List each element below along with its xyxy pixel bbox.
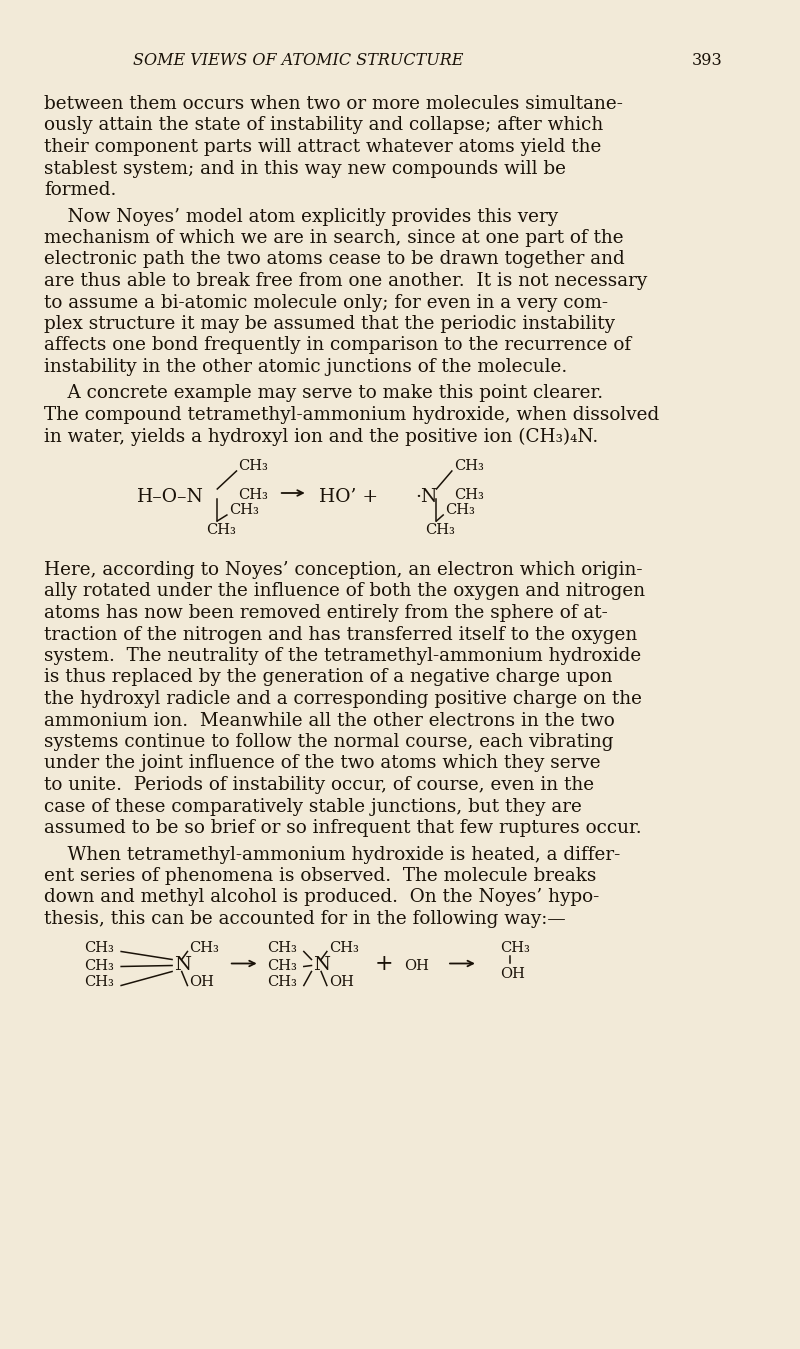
Text: HO’ +: HO’ + [319,488,378,506]
Text: mechanism of which we are in search, since at one part of the: mechanism of which we are in search, sin… [44,229,624,247]
Text: +: + [375,954,394,975]
Text: thesis, this can be accounted for in the following way:—: thesis, this can be accounted for in the… [44,911,566,928]
Text: down and methyl alcohol is produced.  On the Noyes’ hypo-: down and methyl alcohol is produced. On … [44,889,599,907]
Text: affects one bond frequently in comparison to the recurrence of: affects one bond frequently in compariso… [44,336,631,355]
Text: atoms has now been removed entirely from the sphere of at-: atoms has now been removed entirely from… [44,604,608,622]
Text: electronic path the two atoms cease to be drawn together and: electronic path the two atoms cease to b… [44,251,625,268]
Text: are thus able to break free from one another.  It is not necessary: are thus able to break free from one ano… [44,272,647,290]
Text: ammonium ion.  Meanwhile all the other electrons in the two: ammonium ion. Meanwhile all the other el… [44,711,615,730]
Text: ally rotated under the influence of both the oxygen and nitrogen: ally rotated under the influence of both… [44,583,646,600]
Text: OH: OH [329,975,354,990]
Text: OH: OH [500,967,525,981]
Text: CH₃: CH₃ [267,942,297,955]
Text: ent series of phenomena is observed.  The molecule breaks: ent series of phenomena is observed. The… [44,867,597,885]
Text: assumed to be so brief or so infrequent that few ruptures occur.: assumed to be so brief or so infrequent … [44,819,642,836]
Text: CH₃: CH₃ [500,942,530,955]
Text: their component parts will attract whatever atoms yield the: their component parts will attract whate… [44,138,602,156]
Text: CH₃: CH₃ [238,488,268,502]
Text: ously attain the state of instability and collapse; after which: ously attain the state of instability an… [44,116,603,135]
Text: formed.: formed. [44,181,117,200]
Text: ·N: ·N [415,488,438,506]
Text: the hydroxyl radicle and a corresponding positive charge on the: the hydroxyl radicle and a corresponding… [44,689,642,708]
Text: The compound tetramethyl-ammonium hydroxide, when dissolved: The compound tetramethyl-ammonium hydrox… [44,406,659,424]
Text: Here, according to Noyes’ conception, an electron which origin-: Here, according to Noyes’ conception, an… [44,561,642,579]
Text: CH₃: CH₃ [329,942,358,955]
Text: system.  The neutrality of the tetramethyl-ammonium hydroxide: system. The neutrality of the tetramethy… [44,648,642,665]
Text: in water, yields a hydroxyl ion and the positive ion (CH₃)₄N.: in water, yields a hydroxyl ion and the … [44,428,598,445]
Text: CH₃: CH₃ [238,459,268,473]
Text: CH₃: CH₃ [206,523,236,537]
Text: N: N [314,955,330,974]
Text: H–O–N: H–O–N [137,488,203,506]
Text: between them occurs when two or more molecules simultane-: between them occurs when two or more mol… [44,94,623,113]
Text: case of these comparatively stable junctions, but they are: case of these comparatively stable junct… [44,797,582,816]
Text: Now Noyes’ model atom explicitly provides this very: Now Noyes’ model atom explicitly provide… [44,208,558,225]
Text: CH₃: CH₃ [445,503,475,517]
Text: CH₃: CH₃ [229,503,258,517]
Text: is thus replaced by the generation of a negative charge upon: is thus replaced by the generation of a … [44,669,613,687]
Text: CH₃: CH₃ [85,942,114,955]
Text: CH₃: CH₃ [454,488,484,502]
Text: CH₃: CH₃ [454,459,484,473]
Text: CH₃: CH₃ [267,959,297,973]
Text: instability in the other atomic junctions of the molecule.: instability in the other atomic junction… [44,357,567,376]
Text: A concrete example may serve to make this point clearer.: A concrete example may serve to make thi… [44,384,603,402]
Text: CH₃: CH₃ [85,975,114,990]
Text: CH₃: CH₃ [267,975,297,990]
Text: When tetramethyl-ammonium hydroxide is heated, a differ-: When tetramethyl-ammonium hydroxide is h… [44,846,621,863]
Text: OH: OH [404,959,429,973]
Text: to assume a bi-atomic molecule only; for even in a very com-: to assume a bi-atomic molecule only; for… [44,294,608,312]
Text: N: N [174,955,191,974]
Text: under the joint influence of the two atoms which they serve: under the joint influence of the two ato… [44,754,601,773]
Text: traction of the nitrogen and has transferred itself to the oxygen: traction of the nitrogen and has transfe… [44,626,638,643]
Text: 393: 393 [692,53,723,69]
Text: systems continue to follow the normal course, each vibrating: systems continue to follow the normal co… [44,733,614,751]
Text: stablest system; and in this way new compounds will be: stablest system; and in this way new com… [44,159,566,178]
Text: to unite.  Periods of instability occur, of course, even in the: to unite. Periods of instability occur, … [44,776,594,795]
Text: plex structure it may be assumed that the periodic instability: plex structure it may be assumed that th… [44,316,615,333]
Text: CH₃: CH₃ [190,942,219,955]
Text: CH₃: CH₃ [425,523,455,537]
Text: CH₃: CH₃ [85,959,114,973]
Text: SOME VIEWS OF ATOMIC STRUCTURE: SOME VIEWS OF ATOMIC STRUCTURE [133,53,463,69]
Text: OH: OH [190,975,214,990]
